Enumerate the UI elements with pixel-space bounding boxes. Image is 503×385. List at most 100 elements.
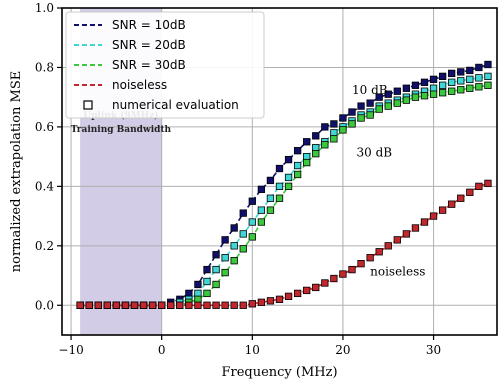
data-point-marker: [420, 78, 429, 86]
data-point-marker: [457, 77, 465, 85]
data-point-marker: [203, 289, 211, 298]
data-point-marker: [312, 150, 320, 158]
y-axis-label: normalized extrapolation MSE: [9, 71, 24, 273]
data-point-marker: [275, 164, 284, 173]
data-point-marker: [402, 230, 411, 238]
y-tick-label: 1.0: [35, 1, 54, 15]
data-point-marker: [248, 197, 256, 205]
data-point-marker: [194, 301, 202, 309]
data-point-marker: [257, 185, 266, 193]
data-point-marker: [293, 170, 302, 179]
series-group: [76, 60, 492, 309]
data-point-marker: [94, 301, 102, 309]
data-point-marker: [339, 114, 347, 122]
data-point-marker: [284, 155, 293, 164]
data-point-marker: [357, 114, 365, 122]
shaded-region-label: Training Bandwidth: [71, 125, 172, 135]
data-point-marker: [275, 182, 284, 191]
data-point-marker: [321, 279, 329, 287]
data-point-marker: [212, 251, 220, 259]
data-point-marker: [429, 84, 438, 92]
data-point-marker: [484, 179, 492, 188]
data-point-marker: [194, 295, 202, 303]
data-point-marker: [230, 257, 238, 265]
curve-annotation: noiseless: [370, 265, 425, 279]
data-point-marker: [457, 194, 465, 202]
data-point-marker: [185, 289, 193, 298]
data-point-marker: [203, 301, 211, 309]
data-point-marker: [257, 206, 266, 214]
data-point-marker: [303, 158, 311, 167]
data-point-marker: [266, 297, 275, 305]
y-tick-label: 0.4: [35, 179, 54, 193]
data-point-marker: [339, 126, 347, 134]
data-point-marker: [411, 224, 420, 232]
data-point-marker: [212, 265, 220, 274]
data-point-marker: [85, 301, 93, 309]
data-point-marker: [466, 66, 474, 75]
data-point-marker: [420, 92, 429, 100]
curve-annotation: 10 dB: [352, 83, 388, 97]
data-point-marker: [221, 236, 229, 244]
data-point-marker: [384, 242, 392, 250]
data-point-marker: [239, 301, 247, 309]
data-point-marker: [429, 90, 438, 98]
data-point-marker: [366, 111, 374, 119]
data-point-marker: [221, 301, 229, 309]
y-tick-label: 0.0: [35, 298, 54, 312]
data-point-marker: [303, 138, 311, 146]
data-point-marker: [303, 152, 311, 161]
data-point-marker: [330, 120, 338, 128]
data-point-marker: [466, 75, 474, 83]
data-point-marker: [466, 188, 474, 196]
y-tick-label: 0.8: [35, 60, 54, 74]
data-point-marker: [411, 81, 420, 89]
data-point-marker: [293, 147, 302, 155]
data-point-marker: [248, 300, 256, 308]
legend-entry: numerical evaluation: [112, 98, 239, 112]
data-point-marker: [139, 301, 148, 309]
data-point-marker: [448, 78, 456, 86]
x-axis-label: Frequency (MHz): [221, 365, 337, 380]
data-point-marker: [266, 206, 275, 214]
data-point-marker: [475, 83, 483, 91]
data-point-marker: [438, 89, 447, 97]
legend-marker-swatch: [83, 100, 93, 110]
data-point-marker: [112, 301, 121, 309]
data-point-marker: [130, 301, 139, 309]
data-point-marker: [457, 86, 465, 94]
data-point-marker: [348, 108, 356, 116]
data-point-marker: [194, 280, 202, 289]
data-point-marker: [484, 81, 492, 89]
x-tick-label: 30: [426, 343, 441, 357]
data-point-marker: [303, 286, 311, 295]
data-point-marker: [393, 236, 401, 244]
x-tick-label: 10: [245, 343, 260, 357]
legend-entry: SNR = 20dB: [112, 38, 186, 52]
data-point-marker: [348, 120, 356, 128]
data-point-marker: [76, 301, 84, 309]
data-point-marker: [212, 280, 220, 289]
data-point-marker: [284, 182, 293, 191]
data-point-marker: [429, 212, 438, 220]
data-point-marker: [438, 81, 447, 89]
data-point-marker: [484, 72, 492, 81]
data-point-marker: [330, 129, 338, 137]
data-point-marker: [438, 72, 447, 81]
data-point-marker: [185, 301, 193, 309]
data-point-marker: [248, 233, 256, 241]
y-tick-label: 0.6: [35, 120, 54, 134]
y-tick-label: 0.2: [35, 239, 54, 253]
data-point-marker: [248, 218, 256, 226]
data-point-marker: [266, 194, 275, 202]
data-point-marker: [384, 102, 392, 110]
legend-box: [65, 11, 265, 119]
data-point-marker: [484, 60, 492, 69]
data-point-marker: [203, 277, 211, 286]
data-point-marker: [176, 301, 184, 309]
data-point-marker: [221, 268, 229, 277]
data-point-marker: [167, 301, 175, 309]
data-point-marker: [321, 123, 329, 131]
data-point-marker: [148, 301, 157, 309]
